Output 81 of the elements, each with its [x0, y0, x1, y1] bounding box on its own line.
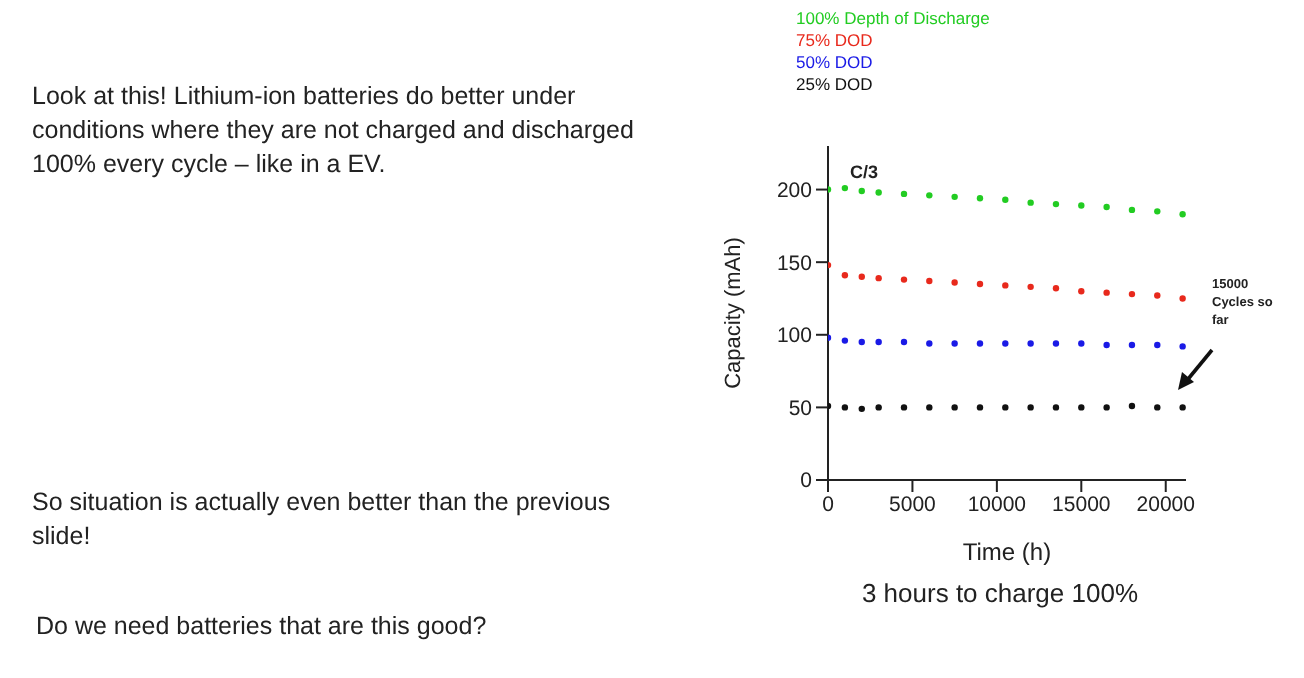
- point: [1154, 208, 1161, 215]
- point: [1052, 404, 1060, 411]
- text: 50% DOD: [796, 52, 875, 74]
- point: [926, 340, 933, 347]
- point: [841, 404, 849, 411]
- point: [1078, 288, 1085, 295]
- point: [976, 340, 984, 347]
- point: [1027, 283, 1034, 291]
- point: [1078, 340, 1085, 347]
- point: [1002, 404, 1009, 411]
- point: [926, 404, 933, 411]
- point: [951, 193, 958, 201]
- point: [951, 404, 958, 411]
- point: [1002, 196, 1009, 203]
- point: [951, 340, 958, 347]
- point: [875, 189, 882, 196]
- point: [858, 405, 865, 413]
- point: [1052, 200, 1060, 208]
- point: [1103, 341, 1110, 349]
- point: [1154, 292, 1161, 299]
- point: [858, 187, 865, 195]
- point: [900, 190, 908, 198]
- x-tick-label: 5000: [889, 492, 937, 517]
- point: [951, 279, 958, 286]
- point: [875, 404, 882, 411]
- text: 100% Depth of Discharge: [796, 8, 990, 30]
- point: [1128, 290, 1136, 298]
- point: [1179, 343, 1186, 350]
- point: [926, 192, 933, 199]
- x-tick-label: 10000: [967, 492, 1027, 517]
- point: [1052, 285, 1060, 292]
- x-tick-label: 15000: [1052, 492, 1111, 517]
- point: [1078, 404, 1085, 411]
- point: [976, 280, 984, 288]
- point: [1179, 295, 1186, 302]
- point: [1078, 202, 1085, 209]
- text: 75% DOD: [796, 30, 875, 52]
- point: [900, 276, 908, 283]
- x-axis-title: Time (h): [962, 538, 1052, 566]
- point: [1154, 341, 1161, 349]
- point: [875, 274, 882, 282]
- point: [858, 338, 865, 346]
- x-tick-label: 20000: [1136, 492, 1196, 517]
- point: [1103, 404, 1110, 411]
- y-tick-label: 0: [800, 469, 813, 494]
- point: [1128, 206, 1136, 214]
- point: [1128, 341, 1136, 349]
- y-tick-label: 50: [788, 396, 813, 421]
- point: [858, 273, 865, 280]
- point: [1027, 199, 1034, 206]
- point: [1002, 282, 1009, 289]
- point: [1128, 402, 1136, 410]
- annotation: C/3: [850, 160, 881, 185]
- text: Look at this! Lithium-ion batteries do better under conditions where they are not charged and discharged 100% every cycle – like in a EV.: [32, 80, 636, 182]
- point: [1027, 340, 1034, 347]
- point: [900, 404, 908, 411]
- y-axis-title: Capacity (mAh): [721, 237, 746, 389]
- point: [1027, 404, 1034, 411]
- point: [1103, 289, 1110, 296]
- point: [976, 404, 984, 411]
- text: 25% DOD: [796, 74, 875, 96]
- point: [841, 337, 849, 344]
- x-tick-label: 0: [822, 492, 835, 517]
- y-tick-label: 150: [776, 251, 813, 276]
- point: [1179, 404, 1186, 411]
- y-tick-label: 100: [776, 324, 813, 349]
- point: [1052, 340, 1060, 347]
- text: 3 hours to charge 100%: [859, 576, 1141, 612]
- point: [900, 338, 908, 346]
- point: [926, 277, 933, 285]
- point: [875, 338, 882, 346]
- point: [841, 184, 849, 192]
- text: Do we need batteries that are this good?: [36, 610, 489, 644]
- point: [1179, 211, 1186, 218]
- point: [1154, 404, 1161, 411]
- point: [1103, 203, 1110, 211]
- point: [1002, 340, 1009, 347]
- point: [976, 195, 984, 202]
- point: [841, 272, 849, 279]
- text: So situation is actually even better than the previous slide!: [32, 486, 613, 554]
- y-tick-label: 200: [776, 179, 813, 204]
